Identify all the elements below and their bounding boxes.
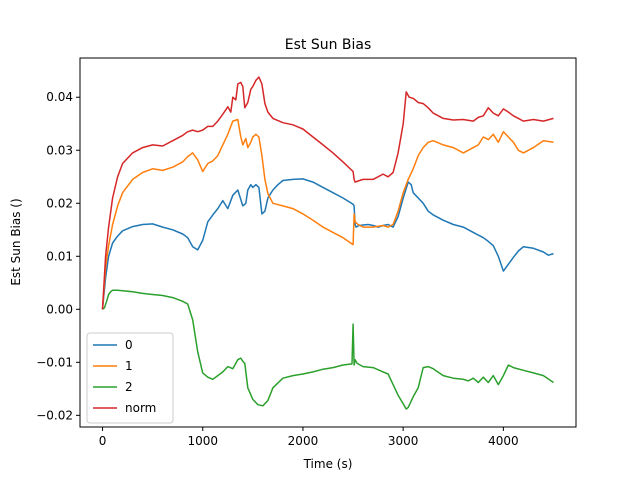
series-line-0 — [101, 178, 554, 310]
series-line-norm — [101, 76, 554, 310]
x-tick-label: 0 — [99, 434, 107, 448]
plot-area — [79, 57, 577, 428]
y-axis-ticks: −0.02 −0.01 0.00 0.01 0.02 0.03 0.04 — [36, 90, 80, 422]
legend-label-norm: norm — [125, 401, 156, 415]
series-lines — [101, 76, 554, 410]
legend-label-0: 0 — [125, 338, 133, 352]
x-tick-label: 3000 — [388, 434, 419, 448]
y-tick-label: −0.01 — [36, 355, 73, 369]
y-axis-label: Est Sun Bias () — [9, 198, 23, 285]
y-tick-label: 0.03 — [46, 143, 73, 157]
legend-box — [86, 332, 174, 424]
series-line-2 — [102, 289, 554, 410]
y-tick-label: 0.04 — [46, 90, 73, 104]
x-tick-label: 1000 — [187, 434, 218, 448]
x-axis-ticks: 0 1000 2000 3000 4000 — [99, 427, 519, 448]
legend-label-2: 2 — [125, 380, 133, 394]
legend: 0 1 2 norm — [86, 332, 174, 424]
axes-frame — [79, 57, 577, 428]
series-line-1 — [101, 118, 554, 310]
legend-label-1: 1 — [125, 359, 133, 373]
y-tick-label: 0.02 — [46, 196, 73, 210]
y-tick-label: 0.01 — [46, 249, 73, 263]
x-tick-label: 4000 — [488, 434, 519, 448]
y-tick-label: 0.00 — [46, 302, 73, 316]
x-axis-label: Time (s) — [303, 457, 353, 471]
x-tick-label: 2000 — [288, 434, 319, 448]
chart-title: Est Sun Bias — [285, 37, 372, 53]
y-tick-label: −0.02 — [36, 408, 73, 422]
